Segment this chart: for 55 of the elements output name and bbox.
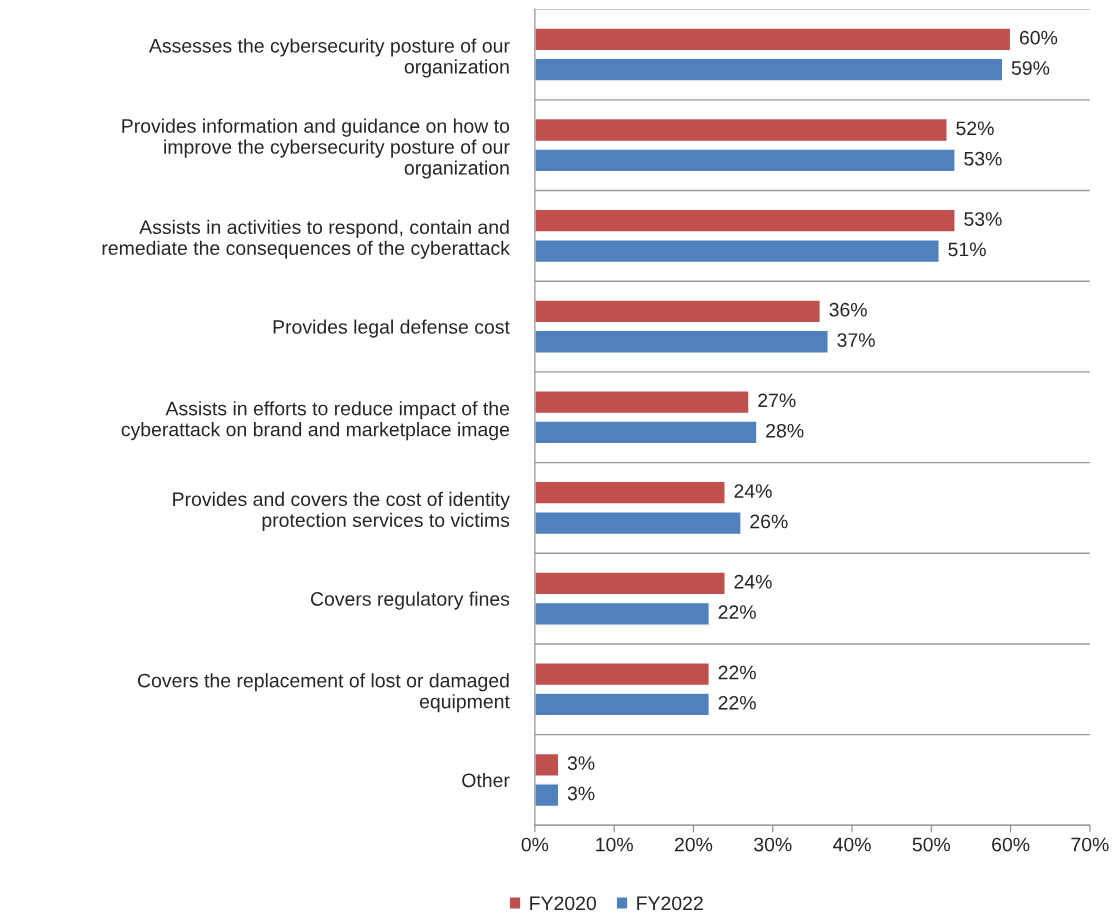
x-tick-label: 50%	[912, 837, 951, 852]
bar	[534, 27, 1012, 52]
bar	[534, 662, 711, 687]
data-label: 37%	[837, 333, 875, 347]
data-label: 22%	[718, 605, 756, 619]
data-label: 22%	[718, 695, 756, 710]
x-tick-label: 40%	[833, 837, 871, 852]
bar	[534, 511, 742, 536]
legend-label: FY2020	[530, 896, 596, 911]
bar	[534, 571, 726, 596]
y-tick-label: Other	[462, 772, 510, 788]
y-tick-label: Covers regulatory fines	[310, 591, 510, 610]
x-tick-label: 70%	[1071, 837, 1109, 852]
data-label: 3%	[567, 786, 595, 801]
data-label: 51%	[948, 242, 986, 257]
y-tick-label: Provides and covers the cost of identity protection services to victims	[173, 491, 510, 531]
bar	[534, 601, 711, 626]
bar	[534, 117, 948, 143]
bar	[534, 420, 758, 445]
data-label: 36%	[829, 302, 867, 317]
bar	[534, 329, 829, 354]
y-tick-label: Assists in efforts to reduce impact of the cyberattack on brand and marketplace image	[121, 401, 510, 441]
bar	[534, 752, 560, 777]
bar	[534, 692, 711, 717]
data-label: 24%	[734, 484, 772, 498]
y-tick-label: Provides information and guidance on how to improve the cybersecurity posture of our organization	[122, 118, 510, 179]
data-label: 60%	[1019, 30, 1058, 45]
data-label: 24%	[734, 574, 772, 589]
data-label: 53%	[964, 212, 1002, 226]
y-tick-label: Assists in activities to respond, contain and remediate the consequences of the cyberattack	[102, 219, 510, 259]
data-label: 3%	[567, 756, 595, 770]
x-tick-label: 60%	[992, 837, 1030, 852]
bar	[534, 299, 822, 324]
bar	[534, 57, 1004, 82]
bar	[534, 390, 750, 415]
x-tick-label: 30%	[754, 837, 792, 852]
y-tick-label: Covers the replacement of lost or damaged equipment	[138, 673, 510, 713]
x-tick-label: 10%	[596, 837, 633, 852]
data-label: 52%	[956, 121, 994, 136]
legend-label: FY2022	[637, 896, 703, 911]
y-tick-label: Provides legal defense cost	[273, 319, 510, 338]
data-label: 26%	[750, 514, 788, 529]
data-label: 27%	[758, 393, 796, 408]
x-tick-label: 0%	[521, 837, 549, 852]
bar	[534, 208, 956, 233]
bar	[534, 783, 560, 808]
y-tick-label: Assesses the cybersecurity posture of our organization	[148, 38, 510, 78]
x-tick-label: 20%	[674, 837, 713, 852]
data-label: 59%	[1011, 61, 1050, 75]
bar	[534, 480, 726, 505]
bar	[534, 148, 956, 173]
data-label: 53%	[964, 151, 1002, 166]
bar	[534, 239, 940, 264]
data-label: 28%	[766, 423, 804, 438]
data-label: 22%	[718, 665, 756, 680]
